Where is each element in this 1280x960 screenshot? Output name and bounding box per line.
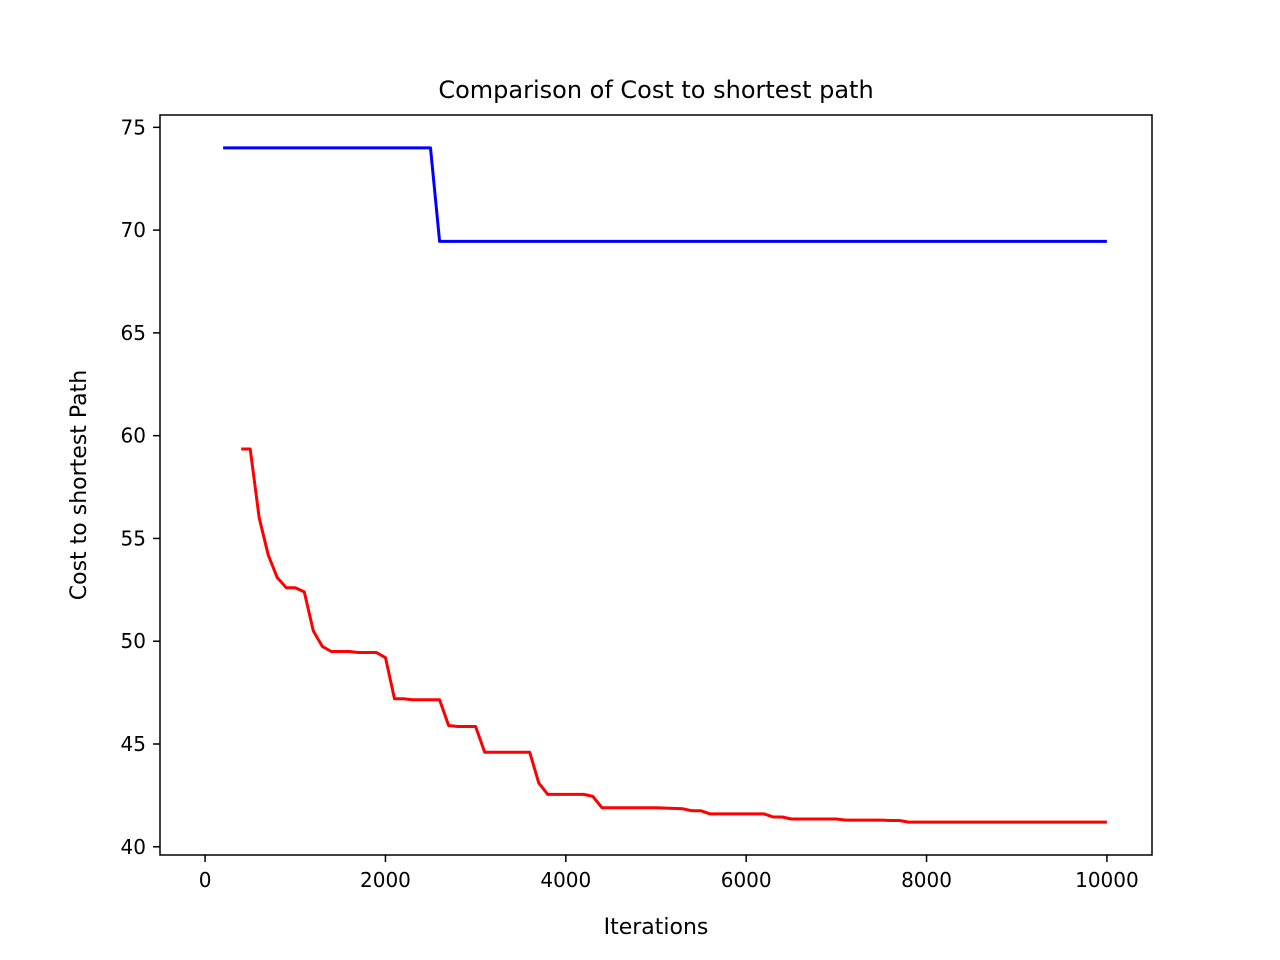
series-line-1 [223,146,1107,243]
y-axis-label: Cost to shortest Path [67,370,92,600]
x-axis: 0 2000 4000 6000 8000 10000 [199,855,1139,892]
y-tick-label: 40 [121,835,146,859]
x-tick-label: 10000 [1075,868,1139,892]
x-tick-label: 4000 [540,868,591,892]
y-tick-label: 60 [121,424,146,448]
y-tick-label: 65 [121,321,146,345]
x-tick-label: 0 [199,868,212,892]
chart-title: Comparison of Cost to shortest path [438,76,873,104]
series-line-2 [241,447,1107,824]
series-layer [223,146,1107,824]
y-tick-label: 45 [121,732,146,756]
y-tick-label: 55 [121,526,146,550]
y-tick-label: 70 [121,218,146,242]
x-tick-label: 6000 [721,868,772,892]
x-axis-label: Iterations [604,915,709,940]
y-tick-label: 50 [121,629,146,653]
x-tick-label: 8000 [901,868,952,892]
y-tick-label: 75 [121,115,146,139]
y-axis: 40 45 50 55 60 65 70 75 [121,115,160,859]
plot-area-frame [159,114,1153,856]
x-tick-label: 2000 [360,868,411,892]
